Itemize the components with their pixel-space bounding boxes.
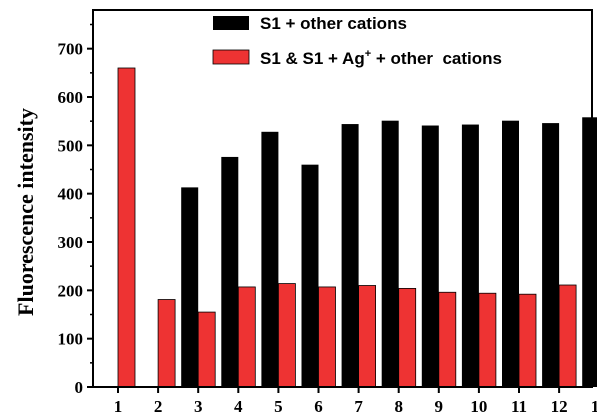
legend-label-series-1: S1 + other cations	[260, 14, 407, 33]
bar-series-2-7	[358, 285, 377, 388]
y-tick-label-400: 400	[58, 185, 84, 204]
bars	[117, 67, 597, 388]
x-tick-label-7: 7	[354, 397, 363, 416]
bar-series-2-3	[197, 311, 216, 388]
legend-swatch-series-2	[212, 49, 250, 65]
y-tick-label-600: 600	[58, 88, 84, 107]
legend: S1 + other cations S1 & S1 + Ag+ + other…	[212, 14, 502, 68]
legend-label-series-2-superscript: +	[365, 48, 371, 60]
bar-series-1-8	[381, 120, 399, 387]
bar-series-2-6	[318, 286, 336, 388]
bar-series-2-11	[518, 293, 537, 388]
bar-series-2-9	[438, 291, 457, 388]
bar-series-1-13	[582, 117, 597, 388]
x-tick-label-9: 9	[435, 397, 444, 416]
bar-series-2-4	[237, 286, 256, 388]
x-tick-label-6: 6	[314, 397, 323, 416]
bar-series-1-9	[421, 125, 439, 388]
legend-swatch-series-1	[213, 16, 249, 30]
x-tick-label-11: 11	[511, 397, 527, 416]
x-tick-label-2: 2	[154, 397, 163, 416]
bar-series-2-2	[157, 299, 176, 388]
bar-series-1-12	[542, 123, 560, 387]
bar-series-2-10	[478, 292, 497, 388]
bar-series-1-5	[261, 131, 279, 387]
x-tick-label-3: 3	[194, 397, 203, 416]
bar-series-1-6	[301, 164, 319, 387]
x-tick-label-8: 8	[394, 397, 403, 416]
x-tick-label-5: 5	[274, 397, 283, 416]
y-tick-label-700: 700	[58, 40, 84, 59]
bar-series-1-3	[181, 187, 199, 387]
bar-series-1-4	[221, 156, 239, 387]
legend-label-series-2: S1 & S1 + Ag+ + other cations	[260, 48, 502, 68]
x-tick-label-1: 1	[114, 397, 123, 416]
x-tick-label-13: 13	[591, 397, 597, 416]
bar-series-1-11	[502, 120, 519, 387]
bar-series-2-8	[398, 287, 417, 388]
y-tick-label-500: 500	[58, 136, 84, 155]
y-tick-label-0: 0	[75, 378, 84, 397]
legend-label-series-2-part-1: S1 & S1 + Ag	[260, 49, 365, 68]
x-tick-label-10: 10	[470, 397, 487, 416]
bar-series-1-10	[461, 124, 479, 388]
bar-series-2-12	[558, 284, 577, 388]
x-tick-label-12: 12	[551, 397, 568, 416]
legend-label-series-2-part-2: + other cations	[371, 49, 502, 68]
y-tick-label-200: 200	[58, 281, 84, 300]
bar-series-2-5	[277, 283, 296, 388]
x-tick-label-4: 4	[234, 397, 243, 416]
bar-series-1-7	[341, 124, 359, 388]
y-tick-label-100: 100	[58, 330, 84, 349]
y-tick-label-300: 300	[58, 233, 84, 252]
plot-frame	[92, 9, 593, 388]
axes: 010020030040050060070012345678910111213	[58, 9, 597, 416]
y-axis-title: Fluorescence intensity	[13, 108, 38, 316]
bar-series-2-1	[117, 67, 136, 388]
